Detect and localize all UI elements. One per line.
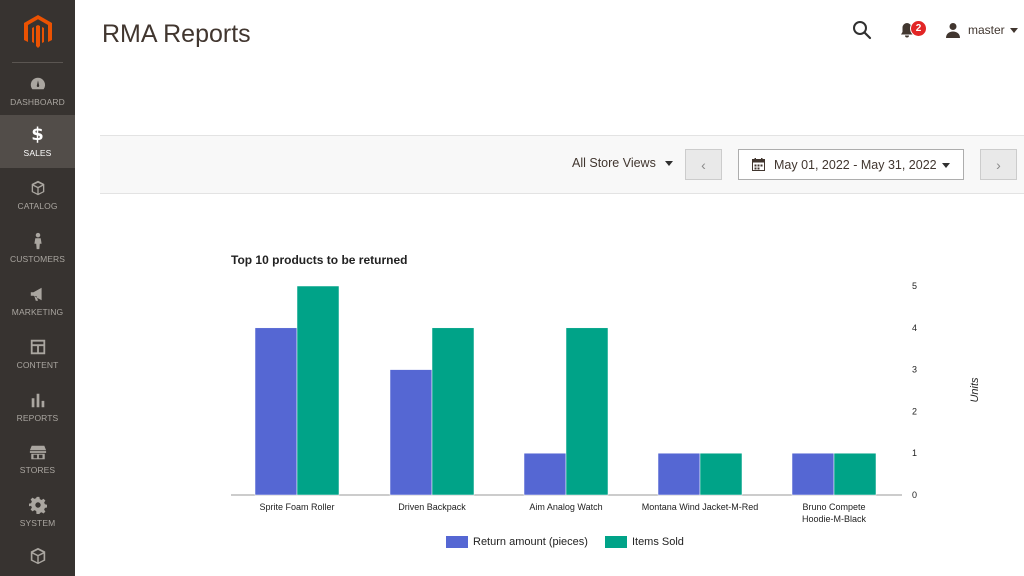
x-tick-label: Aim Analog Watch (529, 502, 602, 512)
layout-icon (28, 337, 48, 357)
page-title: RMA Reports (102, 20, 251, 48)
date-range-picker[interactable]: May 01, 2022 - May 31, 2022 (738, 149, 964, 180)
sidebar-item-content[interactable]: CONTENT (0, 327, 75, 380)
sidebar-item-stores[interactable]: STORES (0, 432, 75, 485)
store-view-label: All Store Views (572, 156, 656, 170)
dashboard-icon (28, 74, 48, 94)
chevron-down-icon (1009, 27, 1018, 33)
legend-swatch (604, 536, 627, 548)
notifications-count-badge[interactable]: 2 (910, 20, 927, 37)
chevron-left-icon: ‹ (701, 156, 706, 173)
bar-return-amount-1 (389, 369, 433, 496)
sidebar-divider (12, 62, 63, 63)
person-icon (28, 231, 48, 251)
sidebar-item-dashboard[interactable]: DASHBOARD (0, 64, 75, 117)
gear-icon (28, 495, 48, 515)
megaphone-icon (28, 284, 48, 304)
sidebar-item-label: DASHBOARD (10, 97, 65, 107)
y-axis-title: Units (969, 377, 981, 403)
sidebar-item-label: STORES (19, 465, 56, 475)
y-tick-label: 5 (912, 281, 917, 291)
bar-items-sold-2 (565, 327, 609, 496)
bar-items-sold-1 (431, 327, 475, 496)
sidebar-item-label: CONTENT (16, 360, 59, 370)
sidebar-item-reports[interactable]: REPORTS (0, 380, 75, 433)
chart-title: Top 10 products to be returned (231, 253, 408, 267)
cube-icon (28, 546, 48, 566)
magento-logo[interactable] (0, 0, 75, 62)
sidebar-item-label: MARKETING (11, 307, 64, 317)
y-tick-label: 2 (912, 406, 917, 416)
legend-label: Items Sold (631, 536, 684, 548)
sidebar-item-label: CATALOG (17, 201, 58, 211)
date-range-value: May 01, 2022 - May 31, 2022 (774, 157, 937, 172)
sidebar-item-customers[interactable]: CUSTOMERS (0, 221, 75, 274)
bar-return-amount-0 (254, 327, 298, 496)
box-icon (28, 178, 48, 198)
bar-items-sold-0 (296, 285, 340, 496)
bar-return-amount-2 (523, 452, 567, 496)
sidebar-item-label: REPORTS (16, 413, 59, 423)
x-tick-label: Sprite Foam Roller (259, 502, 334, 512)
y-tick-label: 1 (912, 448, 917, 458)
bar-items-sold-3 (699, 452, 743, 496)
y-tick-label: 3 (912, 365, 917, 375)
sidebar-item-extensions[interactable] (0, 538, 75, 576)
sidebar-item-system[interactable]: SYSTEM (0, 485, 75, 538)
sidebar-item-label: SALES (23, 148, 52, 158)
chevron-down-icon (942, 163, 950, 168)
search-icon[interactable] (852, 20, 872, 40)
calendar-icon (752, 158, 765, 171)
bar-chart-icon (28, 390, 48, 410)
bar-return-amount-3 (657, 452, 701, 496)
legend-item-return-amount[interactable]: Return amount (pieces) (446, 536, 588, 548)
previous-period-button[interactable]: ‹ (685, 149, 722, 180)
user-name: master (968, 23, 1005, 37)
report-filter-toolbar: All Store Views ‹ May 01, 2022 - May 31,… (100, 135, 1024, 194)
chart-legend: Return amount (pieces) Items Sold (446, 536, 701, 548)
next-period-button[interactable]: › (980, 149, 1017, 180)
y-tick-label: 4 (912, 323, 917, 333)
legend-label: Return amount (pieces) (473, 536, 588, 548)
sidebar-item-label: SYSTEM (19, 518, 56, 528)
user-account-menu[interactable]: master (945, 20, 1018, 40)
sidebar-item-marketing[interactable]: MARKETING (0, 274, 75, 327)
returns-bar-chart: Sprite Foam Roller Driven Backpack Aim Ana… (231, 281, 981, 524)
bar-items-sold-4 (833, 452, 877, 496)
x-tick-label: Bruno Compete Hoodie-M-Black (802, 502, 867, 524)
storefront-icon (28, 442, 48, 462)
chevron-right-icon: › (996, 156, 1001, 173)
magento-logo-icon (23, 14, 52, 48)
y-tick-label: 0 (912, 490, 917, 500)
x-tick-label: Driven Backpack (398, 502, 466, 512)
dollar-icon: $ (31, 124, 44, 145)
sidebar-item-sales[interactable]: $ SALES (0, 115, 75, 168)
sidebar-item-catalog[interactable]: CATALOG (0, 168, 75, 221)
chevron-down-icon (664, 160, 673, 166)
sidebar-item-label: CUSTOMERS (9, 254, 66, 264)
x-tick-label: Montana Wind Jacket-M-Red (642, 502, 759, 512)
user-icon (946, 23, 960, 38)
legend-item-items-sold[interactable]: Items Sold (604, 536, 684, 548)
legend-swatch (446, 536, 468, 548)
bar-return-amount-4 (791, 452, 835, 496)
store-view-switcher[interactable]: All Store Views (572, 156, 673, 170)
admin-sidebar: DASHBOARD $ SALES CATALOG CUSTOMERS MARK… (0, 0, 75, 576)
